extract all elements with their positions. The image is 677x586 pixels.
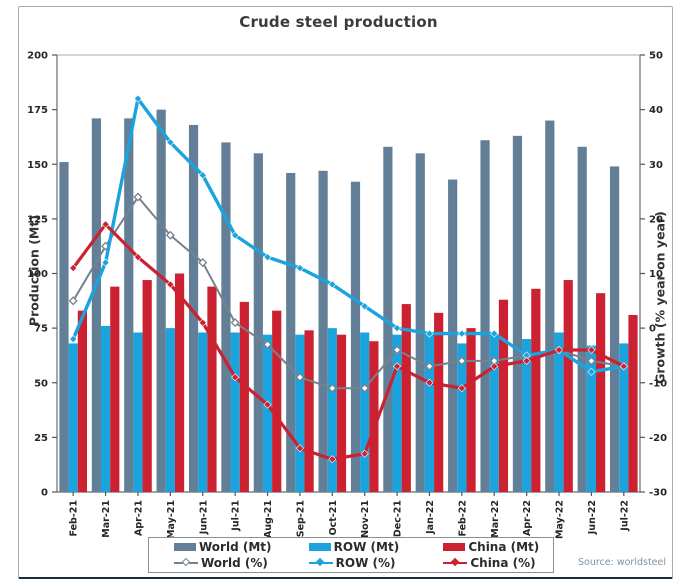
legend-label: China (Mt) bbox=[468, 540, 540, 555]
world-mt-swatch bbox=[174, 543, 196, 552]
row-pct-marker-icon bbox=[308, 557, 333, 568]
chart-title: Crude steel production bbox=[239, 13, 438, 31]
legend: World (Mt) ROW (Mt) China (Mt) World (%)… bbox=[148, 537, 554, 573]
legend-row-bars: World (Mt) ROW (Mt) China (Mt) bbox=[149, 540, 553, 554]
legend-item-row-mt: ROW (Mt) bbox=[284, 540, 419, 554]
legend-item-china-mt: China (Mt) bbox=[418, 540, 553, 554]
chart-frame bbox=[18, 6, 673, 579]
row-mt-swatch bbox=[308, 543, 331, 552]
legend-label: ROW (Mt) bbox=[333, 540, 400, 555]
legend-row-lines: World (%) ROW (%) China (%) bbox=[149, 556, 553, 570]
source-credit: Source: worldsteel bbox=[577, 557, 666, 568]
legend-item-china-pct: China (%) bbox=[418, 556, 553, 570]
legend-item-world-mt: World (Mt) bbox=[149, 540, 284, 554]
right-axis-title: Growth (% year on year) bbox=[652, 211, 668, 384]
legend-item-world-pct: World (%) bbox=[149, 556, 284, 570]
legend-item-row-pct: ROW (%) bbox=[284, 556, 419, 570]
legend-label: China (%) bbox=[470, 555, 536, 570]
left-axis-title: Production (Mt) bbox=[26, 214, 42, 327]
legend-label: World (%) bbox=[201, 555, 268, 570]
legend-label: ROW (%) bbox=[335, 555, 396, 570]
china-mt-swatch bbox=[443, 543, 466, 552]
legend-label: World (Mt) bbox=[199, 540, 272, 555]
world-pct-marker-icon bbox=[174, 557, 198, 568]
china-pct-marker-icon bbox=[443, 557, 468, 568]
